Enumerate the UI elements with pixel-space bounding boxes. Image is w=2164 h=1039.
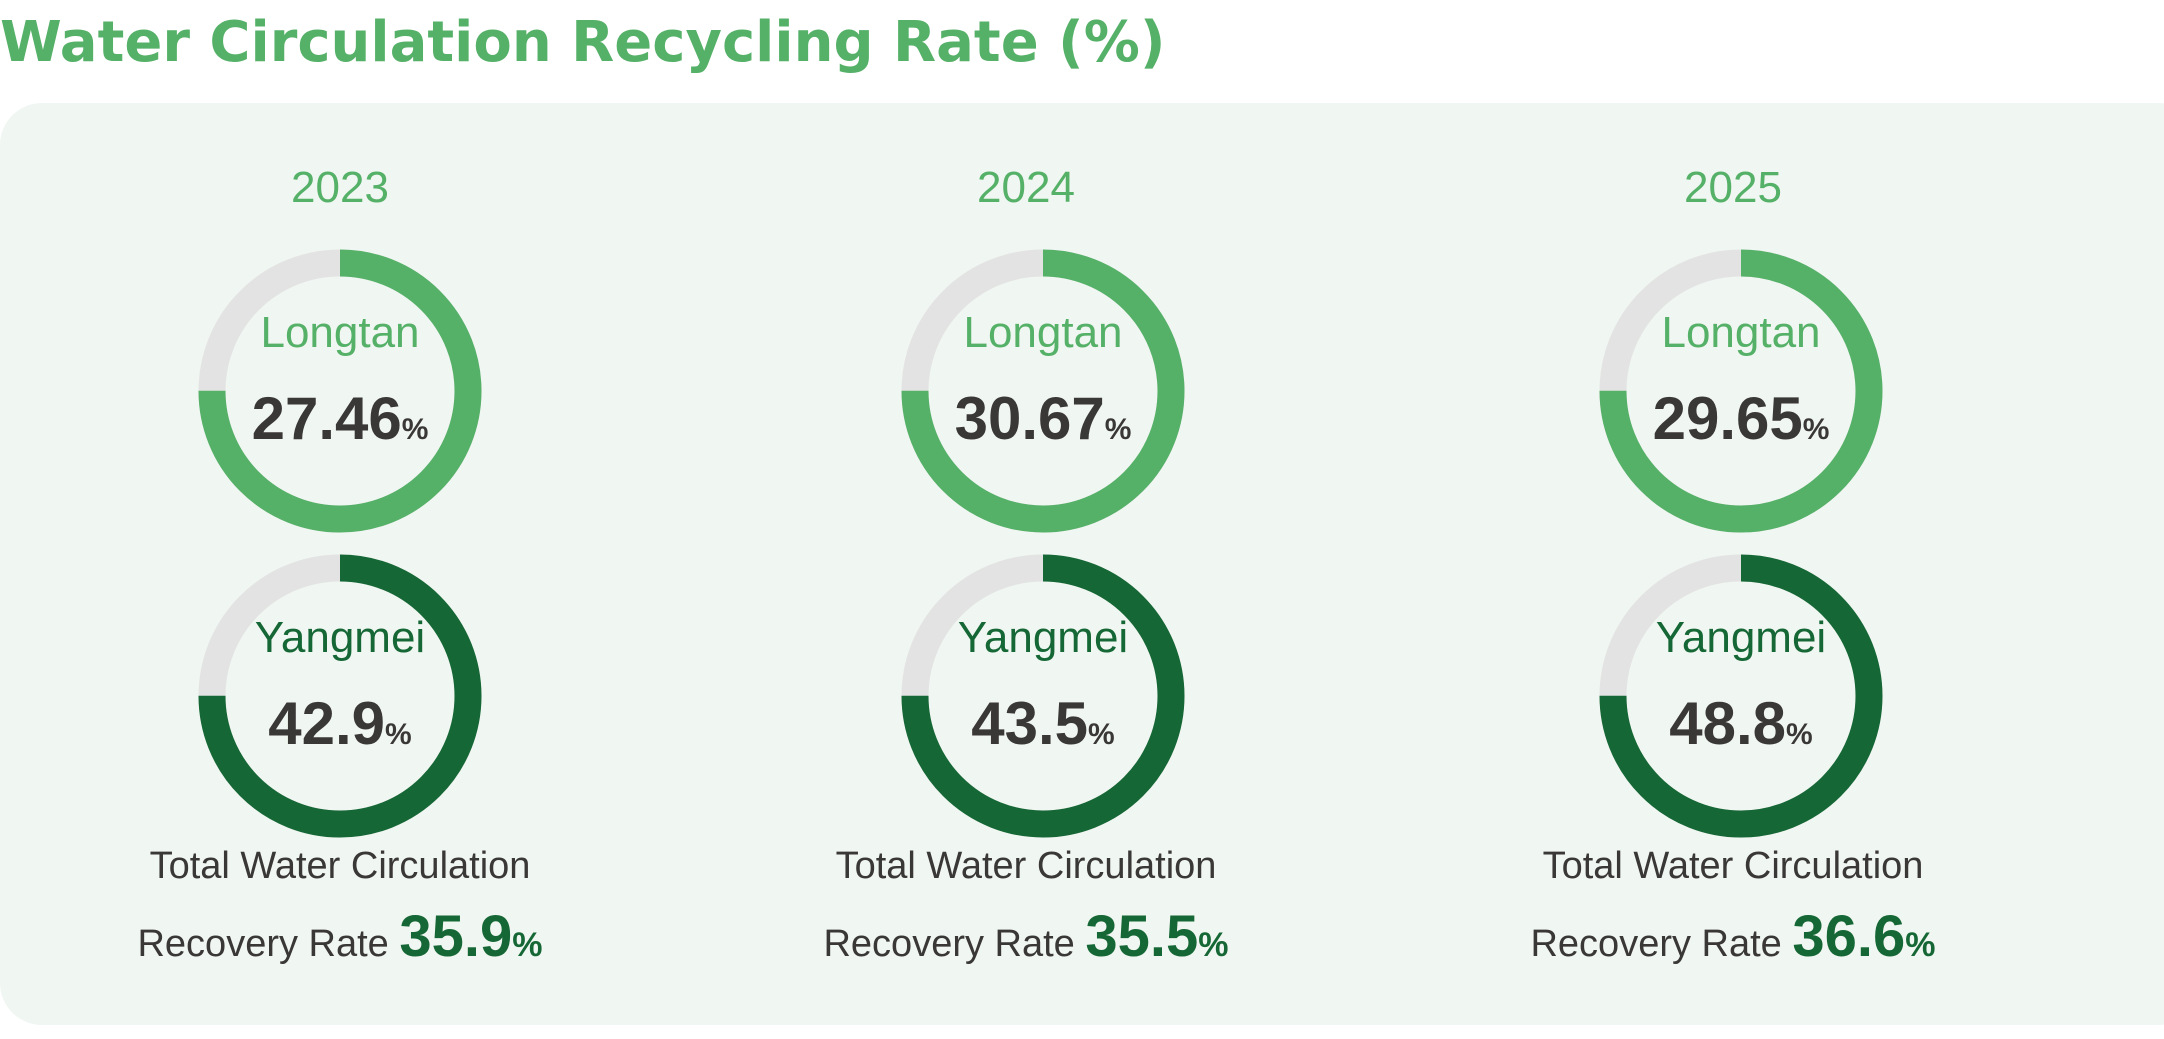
site-value-unit: %	[385, 718, 412, 751]
site-name-label: Yangmei	[957, 613, 1129, 662]
total-label-line1: Total Water Circulation	[1542, 845, 1924, 887]
site-name-label: Yangmei	[1655, 613, 1827, 662]
total-line: Recovery Rate 35.5%	[686, 903, 1366, 970]
donut-fill-arc	[1599, 554, 1883, 838]
year-label: 2025	[1684, 163, 1782, 212]
site-value: 27.46	[251, 385, 402, 452]
donut-yangmei-2024: Yangmei 43.5%	[898, 551, 1188, 841]
site-name-label: Longtan	[260, 308, 420, 357]
site-name-label: Longtan	[963, 308, 1123, 357]
site-value: 29.65	[1652, 385, 1803, 452]
site-value: 48.8	[1669, 690, 1787, 757]
donut-longtan-2025: Longtan 29.65%	[1596, 246, 1886, 536]
site-value-line: 29.65%	[1596, 384, 1886, 453]
total-line: Recovery Rate 35.9%	[0, 903, 680, 970]
total-value: 35.5	[1085, 904, 1199, 969]
donut-ring-longtan-2025	[1599, 249, 1883, 533]
total-label-line1: Total Water Circulation	[149, 845, 531, 887]
donut-ring-yangmei-2023	[198, 554, 482, 838]
site-value-unit: %	[1104, 413, 1132, 446]
total-value: 35.9	[399, 904, 513, 969]
site-value-unit: %	[1786, 718, 1813, 751]
total-unit: %	[1905, 926, 1936, 964]
total-label-line2: Recovery Rate	[137, 923, 389, 965]
donut-ring-yangmei-2025	[1599, 554, 1883, 838]
donut-yangmei-2025: Yangmei 48.8%	[1596, 551, 1886, 841]
year-label: 2024	[977, 163, 1075, 212]
total-value: 36.6	[1792, 904, 1906, 969]
total-label-line2: Recovery Rate	[1530, 923, 1782, 965]
site-value: 43.5	[971, 690, 1089, 757]
site-name-label: Longtan	[1661, 308, 1821, 357]
site-value-unit: %	[1088, 718, 1115, 751]
donut-fill-arc	[901, 554, 1185, 838]
year-column-2023: 2023 Longtan 27.46% Yangmei 42.9% Total …	[0, 103, 680, 1025]
site-value-unit: %	[401, 413, 429, 446]
donut-fill-arc	[1599, 249, 1883, 533]
site-value-line: 27.46%	[195, 384, 485, 453]
donut-longtan-2024: Longtan 30.67%	[898, 246, 1188, 536]
site-value-line: 42.9%	[195, 689, 485, 758]
site-value-unit: %	[1802, 413, 1830, 446]
site-value: 30.67	[954, 385, 1105, 452]
site-value: 42.9	[268, 690, 386, 757]
donut-fill-arc	[198, 249, 482, 533]
total-label-line2: Recovery Rate	[823, 923, 1075, 965]
site-value-line: 48.8%	[1596, 689, 1886, 758]
year-label: 2023	[291, 163, 389, 212]
donut-fill-arc	[901, 249, 1185, 533]
total-unit: %	[1198, 926, 1229, 964]
donut-ring-longtan-2024	[901, 249, 1185, 533]
page-title: Water Circulation Recycling Rate (%)	[0, 10, 1166, 75]
year-column-2025: 2025 Longtan 29.65% Yangmei 48.8% Total …	[1393, 103, 2073, 1025]
donut-longtan-2023: Longtan 27.46%	[195, 246, 485, 536]
site-value-line: 30.67%	[898, 384, 1188, 453]
donut-fill-arc	[198, 554, 482, 838]
donut-ring-yangmei-2024	[901, 554, 1185, 838]
site-value-line: 43.5%	[898, 689, 1188, 758]
total-label-line1: Total Water Circulation	[835, 845, 1217, 887]
site-name-label: Yangmei	[254, 613, 426, 662]
year-column-2024: 2024 Longtan 30.67% Yangmei 43.5% Total …	[686, 103, 1366, 1025]
donut-ring-longtan-2023	[198, 249, 482, 533]
total-unit: %	[512, 926, 543, 964]
total-line: Recovery Rate 36.6%	[1393, 903, 2073, 970]
donut-yangmei-2023: Yangmei 42.9%	[195, 551, 485, 841]
